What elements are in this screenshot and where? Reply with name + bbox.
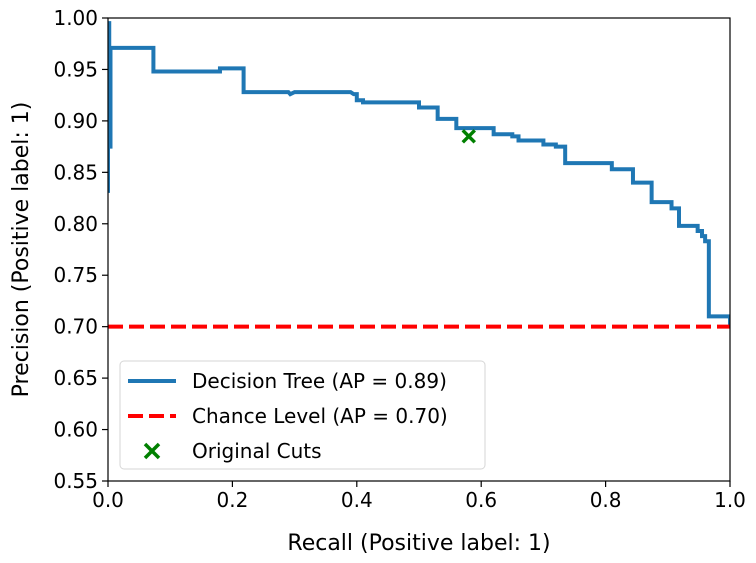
y-tick-label: 0.95: [53, 57, 98, 81]
axes: 0.0 0.2 0.4 0.6 0.8 1.0 0.55 0.60 0.65 0.70 0.75 0.…: [9, 6, 746, 556]
axes-frame: [107, 17, 731, 482]
plot-area: [108, 21, 730, 329]
x-tick-label: 0.2: [216, 488, 248, 512]
y-tick-label: 0.80: [53, 212, 98, 236]
marker-stroke: [461, 129, 476, 144]
decision-tree-pr-curve: [108, 21, 730, 327]
y-axis-label: Precision (Positive label: 1): [9, 102, 34, 398]
x-tick-label: 0.0: [92, 488, 124, 512]
y-tick-label: 0.85: [53, 160, 98, 184]
x-tick-label: 0.8: [590, 488, 622, 512]
legend-item: Original Cuts: [143, 439, 322, 463]
legend-item: Chance Level (AP = 0.70): [128, 404, 448, 428]
y-tick-label: 0.55: [53, 469, 98, 493]
original-cuts-marker: [461, 129, 476, 144]
y-tick-label: 0.75: [53, 263, 98, 287]
x-tick-label: 0.6: [465, 488, 497, 512]
legend: Decision Tree (AP = 0.89) Chance Level (A…: [119, 360, 486, 470]
y-tick-label: 0.90: [53, 109, 98, 133]
legend-marker: [143, 442, 161, 460]
y-tick-label: 1.00: [53, 6, 98, 30]
legend-label: Chance Level (AP = 0.70): [192, 404, 448, 428]
y-tick-label: 0.65: [53, 366, 98, 390]
y-tick-label: 0.70: [53, 315, 98, 339]
legend-label: Original Cuts: [192, 439, 322, 463]
y-tick-label: 0.60: [53, 418, 98, 442]
legend-box: [119, 360, 486, 470]
x-axis-label: Recall (Positive label: 1): [287, 531, 550, 556]
legend-item: Decision Tree (AP = 0.89): [128, 369, 447, 393]
x-tick-label: 0.4: [341, 488, 373, 512]
legend-label: Decision Tree (AP = 0.89): [192, 369, 447, 393]
x-tick-label: 1.0: [714, 488, 746, 512]
